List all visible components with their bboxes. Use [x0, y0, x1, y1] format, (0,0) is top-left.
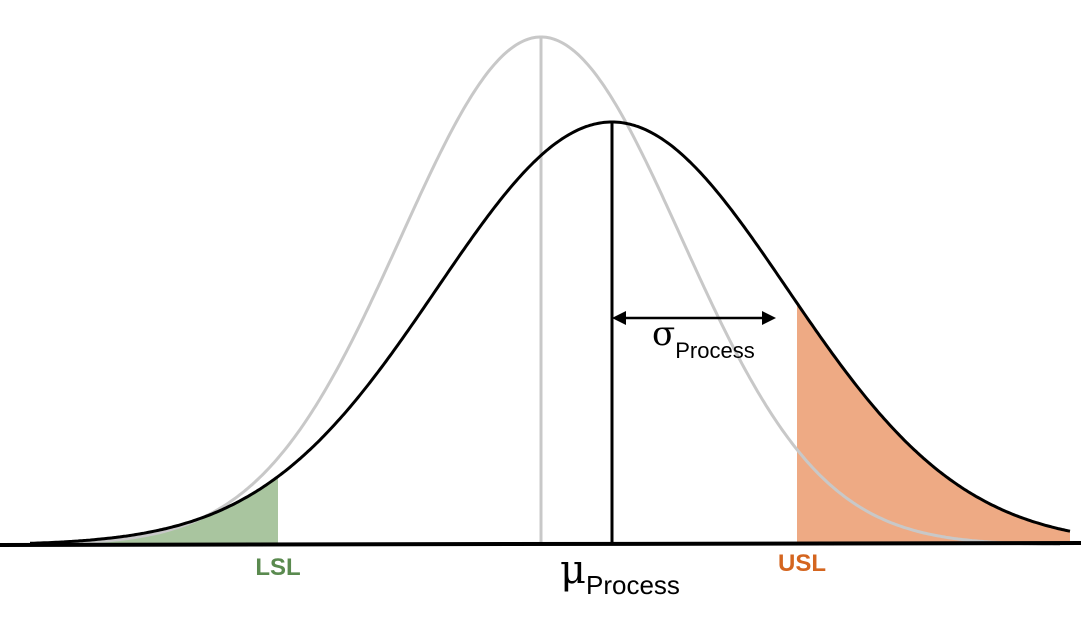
- sigma-label: σProcess: [652, 314, 755, 363]
- usl-label: USL: [778, 550, 826, 577]
- lsl-tail-area: [100, 476, 278, 545]
- reference-distribution-curve: [59, 35, 1061, 546]
- sigma-arrowhead-left: [612, 311, 626, 325]
- usl-tail-area: [797, 303, 1070, 545]
- mu-label: μProcess: [560, 547, 680, 600]
- baseline-axis: [0, 541, 1081, 547]
- sigma-arrowhead-right: [762, 311, 776, 325]
- lsl-label: LSL: [255, 554, 300, 581]
- process-distribution-curve: [30, 120, 1071, 545]
- sigma-arrow: [612, 311, 776, 325]
